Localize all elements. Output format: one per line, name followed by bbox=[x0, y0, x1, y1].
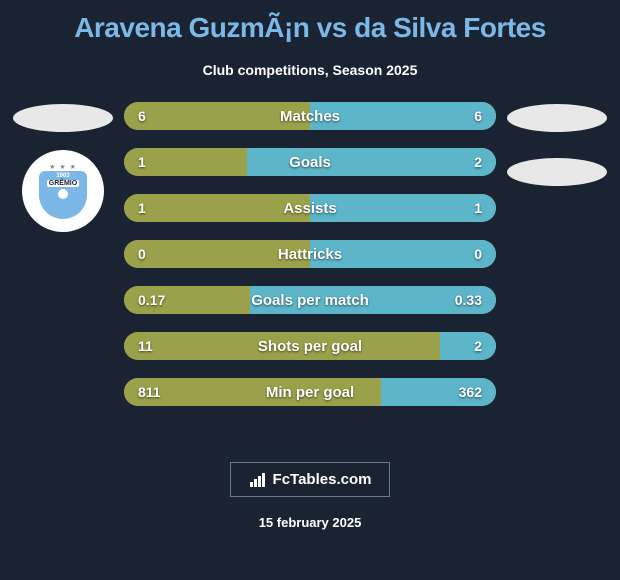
bar-left-value: 6 bbox=[138, 108, 146, 124]
bar-label: Matches bbox=[280, 108, 340, 125]
stat-bar-row: 0 0 Hattricks bbox=[124, 240, 496, 268]
bar-right-value: 6 bbox=[474, 108, 482, 124]
right-player-col bbox=[502, 102, 612, 406]
stat-bar-row: 6 6 Matches bbox=[124, 102, 496, 130]
bar-left-value: 1 bbox=[138, 200, 146, 216]
bar-right-value: 0 bbox=[474, 246, 482, 262]
bar-left-value: 11 bbox=[138, 338, 153, 354]
bar-right-value: 1 bbox=[474, 200, 482, 216]
club-year: 1903 bbox=[56, 173, 69, 179]
bar-right-value: 362 bbox=[459, 384, 482, 400]
date-text: 15 february 2025 bbox=[0, 515, 620, 530]
bar-left-value: 0.17 bbox=[138, 292, 165, 308]
stat-bar-row: 1 2 Goals bbox=[124, 148, 496, 176]
right-player-photo-placeholder bbox=[507, 104, 607, 132]
bar-label: Shots per goal bbox=[258, 338, 362, 355]
bar-right-fill bbox=[440, 332, 496, 360]
stat-bar-row: 811 362 Min per goal bbox=[124, 378, 496, 406]
bar-left-value: 0 bbox=[138, 246, 146, 262]
bar-left-fill bbox=[124, 194, 310, 222]
bar-right-fill bbox=[247, 148, 496, 176]
left-player-col: ★ ★ ★ 1903 GRÊMIO bbox=[8, 102, 118, 406]
brand-badge: FcTables.com bbox=[230, 462, 391, 497]
comparison-area: ★ ★ ★ 1903 GRÊMIO 66Matches12Goals11Assi… bbox=[0, 102, 620, 406]
bar-left-value: 1 bbox=[138, 154, 146, 170]
club-name: GRÊMIO bbox=[47, 180, 79, 187]
chart-icon bbox=[249, 472, 267, 488]
bar-label: Hattricks bbox=[278, 246, 342, 263]
bar-right-value: 2 bbox=[474, 154, 482, 170]
ball-icon bbox=[58, 189, 68, 199]
bar-right-fill bbox=[310, 194, 496, 222]
bar-left-value: 811 bbox=[138, 384, 161, 400]
page-title: Aravena GuzmÃ¡n vs da Silva Fortes bbox=[0, 0, 620, 44]
bar-label: Min per goal bbox=[266, 384, 354, 401]
left-club-logo: ★ ★ ★ 1903 GRÊMIO bbox=[22, 150, 104, 232]
right-club-logo-placeholder bbox=[507, 158, 607, 186]
subtitle: Club competitions, Season 2025 bbox=[0, 62, 620, 78]
footer: FcTables.com 15 february 2025 bbox=[0, 462, 620, 580]
bar-label: Assists bbox=[283, 200, 336, 217]
stat-bar-row: 0.17 0.33 Goals per match bbox=[124, 286, 496, 314]
stat-bars: 66Matches12Goals11Assists00Hattricks0.17… bbox=[118, 102, 502, 406]
stat-bar-row: 11 2 Shots per goal bbox=[124, 332, 496, 360]
bar-label: Goals per match bbox=[251, 292, 369, 309]
left-player-photo-placeholder bbox=[13, 104, 113, 132]
bar-right-value: 0.33 bbox=[455, 292, 482, 308]
brand-text: FcTables.com bbox=[273, 471, 372, 488]
stat-bar-row: 1 1 Assists bbox=[124, 194, 496, 222]
bar-right-value: 2 bbox=[474, 338, 482, 354]
bar-label: Goals bbox=[289, 154, 331, 171]
club-shield-icon: 1903 GRÊMIO bbox=[39, 171, 87, 219]
club-stars-icon: ★ ★ ★ bbox=[49, 163, 77, 171]
